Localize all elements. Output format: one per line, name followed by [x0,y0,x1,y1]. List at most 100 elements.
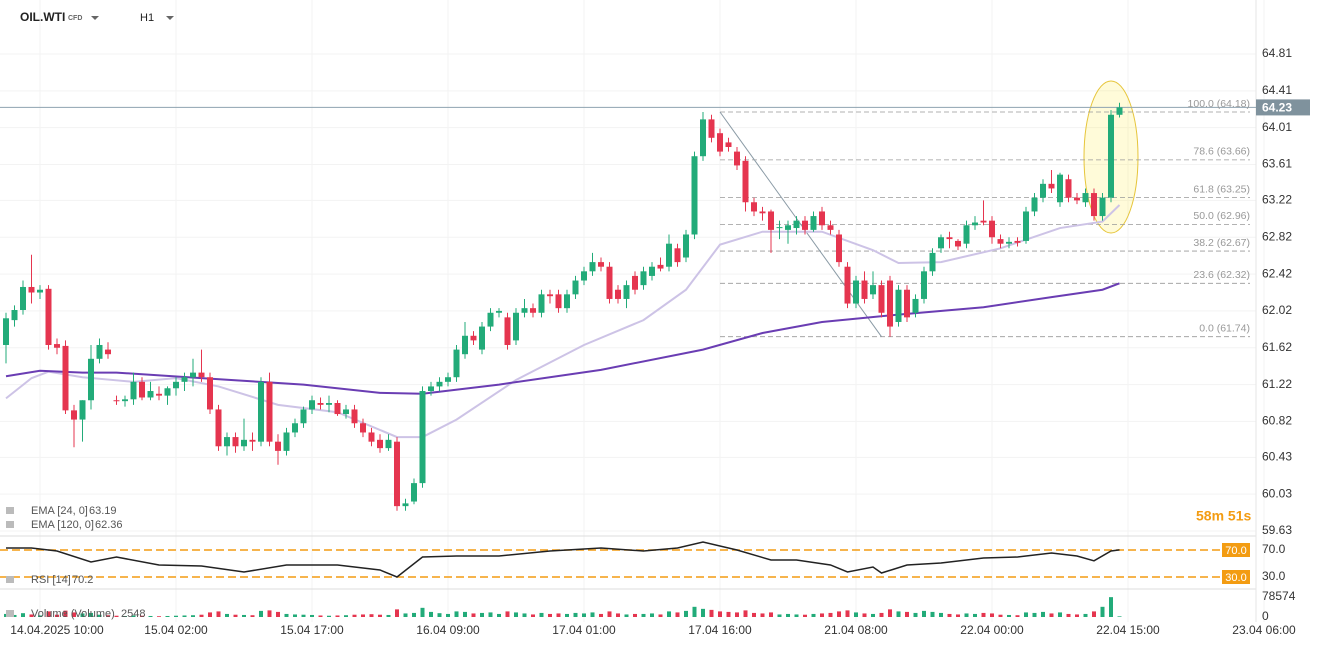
volume-bar [403,613,408,617]
candle-body [649,266,655,276]
volume-bar [786,613,790,617]
instrument: CFD [68,15,82,22]
volume-bar [259,610,263,617]
candle-body [241,439,247,447]
candle-body [793,220,800,229]
volume-bar [930,611,935,617]
volume-bar [556,613,561,617]
volume-bar [998,614,1003,617]
y-tick-label: 62.82 [1262,229,1292,243]
fib-label: 100.0 (64.18) [1188,98,1250,110]
volume-bar [293,614,297,617]
candle-body [1082,193,1089,203]
symbol-dropdown[interactable] [91,16,99,20]
volume-bar [1066,613,1071,617]
volume-bar [667,611,671,617]
volume-bar [990,613,994,617]
candle-body [496,310,502,313]
volume-bar [208,612,212,617]
volume-tick-label: 0 [1262,609,1269,623]
candle-body [62,345,69,411]
candle-body [445,377,451,382]
candle-body [198,372,205,378]
candle-body [895,289,902,322]
candle-body [487,312,494,327]
candle-body [275,441,281,451]
candle-body [521,308,528,313]
candle-body [887,280,893,327]
y-tick-label: 60.43 [1262,450,1292,464]
rsi-band-box [1222,543,1250,557]
candle-body [589,262,596,272]
volume-bar [225,613,229,617]
volume-bar [21,613,25,617]
candle-body [938,237,944,249]
symbol[interactable]: OIL.WTI [20,10,65,24]
rsi-band-box [1222,570,1250,584]
candle-body [215,409,222,447]
volume-bar [709,609,714,617]
volume-bar [1109,597,1113,617]
candle-body [504,317,511,345]
fib-label: 38.2 (62.67) [1193,237,1250,249]
candle-body [725,142,732,148]
candle-body [844,266,851,304]
candle-body [802,220,808,230]
interval-dropdown[interactable] [166,16,174,20]
candle-body [810,216,817,230]
candle-body [674,248,681,263]
volume-bar [607,611,612,617]
candle-body [37,289,43,293]
candle-body [436,381,443,387]
volume-bar [284,613,289,617]
candle-body [1099,197,1106,217]
volume-bar [429,611,433,617]
volume-bar [1100,606,1105,617]
volume-bar [888,609,892,617]
candle-body [980,220,987,223]
volume-bar [1092,611,1096,617]
volume-bar [157,616,161,617]
x-tick-label: 14.04.2025 10:00 [10,623,104,637]
x-tick-label: 17.04 16:00 [688,623,752,637]
candle-body [904,289,910,318]
volume-bar [896,611,901,617]
candle-body [385,439,392,449]
candle-body [759,211,766,214]
volume-bar [446,613,450,617]
volume-bar [480,612,484,617]
candle-body [419,391,426,484]
candle-body [972,222,978,226]
candle-body [453,349,460,378]
candle-body [130,381,137,400]
volume-bar [352,614,357,617]
candle-body [1074,197,1080,201]
candle-body [411,483,417,502]
volume-bar [743,610,748,617]
volume-bar [327,615,331,617]
candle-body [113,400,120,402]
interval[interactable]: H1 [140,12,154,24]
candle-body [1108,114,1114,198]
candle-body [1065,179,1072,198]
candle-body [997,239,1004,244]
volume-bar [412,612,416,617]
volume-bar [590,612,595,617]
candle-body [623,285,630,299]
legend-value: 63.19 [89,505,117,517]
ema-line [5,282,1120,395]
volume-bar [565,613,569,617]
volume-tick-label: 78574 [1262,589,1296,603]
candle-body [79,400,86,420]
candle-body [249,439,256,442]
volume-bar [123,615,127,617]
volume-bar [845,610,850,617]
candle-body [1116,107,1123,115]
candle-body [105,349,111,355]
candle-body [921,271,927,299]
volume-bar [752,612,756,617]
candle-body [776,227,783,229]
legend-icon [6,521,14,528]
volume-bar [55,614,59,617]
